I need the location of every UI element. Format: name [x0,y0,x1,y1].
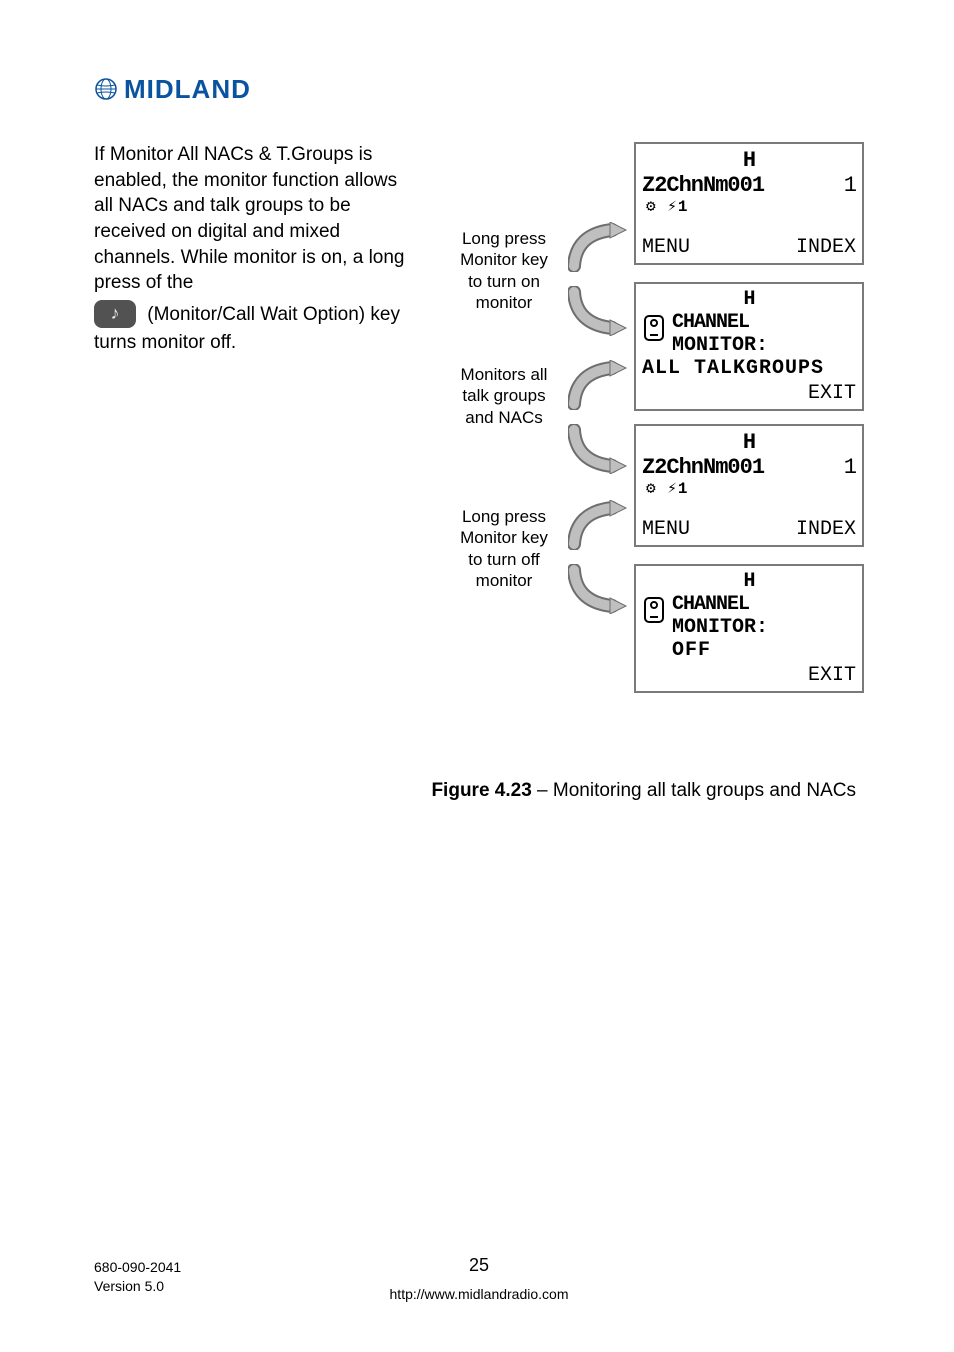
arrow-3-bottom [568,564,628,614]
lcd2-exit: EXIT [642,382,856,405]
lcd1-line3: ⚙ ⚡1 [642,196,856,216]
lcd1-index: INDEX [796,236,856,259]
lcd-screen-3: H Z2ChnNm001 1 ⚙ ⚡1 MENU INDEX [634,424,864,547]
arrow-1-bottom [568,286,628,336]
para-1: If Monitor All NACs & T.Groups is enable… [94,142,414,296]
lcd2-line3: MONITOR: [672,334,768,357]
anno-1-l4: monitor [476,293,533,312]
anno-1-l3: to turn on [468,272,540,291]
footer-page-number: 25 [469,1255,489,1276]
lcd3-channel-num: 1 [844,455,856,480]
lcd-screen-2: H CHANNEL MONITOR: ALL TALKGROUPS [634,282,864,411]
anno-3-l4: monitor [476,571,533,590]
lcd1-channel-name: Z2ChnNm001 [642,173,764,198]
page-root: MIDLAND If Monitor All NACs & T.Groups i… [0,0,954,1352]
lcd4-line2: CHANNEL [672,593,768,616]
lcd3-menu-row: MENU INDEX [642,518,856,541]
anno-1-l2: Monitor key [460,250,548,269]
footer-version: Version 5.0 [94,1278,164,1294]
lcd4-line1: H [642,570,856,593]
speaker-icon [642,595,666,625]
body-text: If Monitor All NACs & T.Groups is enable… [94,142,414,359]
para-2: ♪ (Monitor/Call Wait Option) key turns m… [94,300,414,356]
arrow-2-bottom [568,424,628,474]
footer-left: 680-090-2041 Version 5.0 [94,1258,181,1296]
lcd3-line2: Z2ChnNm001 1 [642,455,856,480]
speaker-icon [642,313,666,343]
annotation-1: Long press Monitor key to turn on monito… [444,228,564,313]
globe-icon [94,77,118,101]
anno-2-l3: and NACs [465,408,542,427]
lcd4-line4: OFF [672,639,768,662]
lcd3-menu: MENU [642,518,690,541]
logo-brand-glyph: MIDLAND [124,74,251,104]
anno-1-l1: Long press [462,229,546,248]
lcd1-channel-num: 1 [844,173,856,198]
anno-2-l2: talk groups [462,386,545,405]
annotation-3: Long press Monitor key to turn off monit… [444,506,564,591]
figure-caption: Figure 4.23 – Monitoring all talk groups… [94,780,864,802]
anno-3-l1: Long press [462,507,546,526]
lcd3-index: INDEX [796,518,856,541]
content-row: If Monitor All NACs & T.Groups is enable… [94,142,864,762]
lcd4-line3: MONITOR: [672,616,768,639]
anno-3-l3: to turn off [468,550,540,569]
anno-2-l1: Monitors all [461,365,548,384]
figure-label: Figure 4.23 [431,780,531,801]
footer-docnum: 680-090-2041 [94,1259,181,1275]
lcd1-line1: H [642,148,856,173]
anno-3-l2: Monitor key [460,528,548,547]
para-2-text: (Monitor/Call Wait Option) key turns mon… [94,304,400,353]
figure-text: – Monitoring all talk groups and NACs [532,780,856,801]
arrow-3-top [568,500,628,550]
lcd3-line3: ⚙ ⚡1 [642,478,856,498]
footer-url: http://www.midlandradio.com [390,1286,569,1302]
logo-text: MIDLAND [124,74,324,104]
lcd-screen-4: H CHANNEL MONITOR: OFF [634,564,864,693]
lcd1-menu-row: MENU INDEX [642,236,856,259]
arrow-1-top [568,222,628,272]
lcd2-line1: H [642,288,856,311]
lcd-screen-1: H Z2ChnNm001 1 ⚙ ⚡1 MENU INDEX [634,142,864,265]
arrow-2-top [568,360,628,410]
lcd2-line2: CHANNEL [672,311,768,334]
annotation-2: Monitors all talk groups and NACs [444,364,564,428]
lcd3-channel-name: Z2ChnNm001 [642,455,764,480]
lcd4-exit: EXIT [642,664,856,687]
lcd2-line4: ALL TALKGROUPS [642,357,856,380]
lcd3-line1: H [642,430,856,455]
lcd1-line2: Z2ChnNm001 1 [642,173,856,198]
lcd1-menu: MENU [642,236,690,259]
logo: MIDLAND [94,74,864,104]
diagram: Long press Monitor key to turn on monito… [438,142,864,762]
monitor-key-icon: ♪ [94,300,136,328]
